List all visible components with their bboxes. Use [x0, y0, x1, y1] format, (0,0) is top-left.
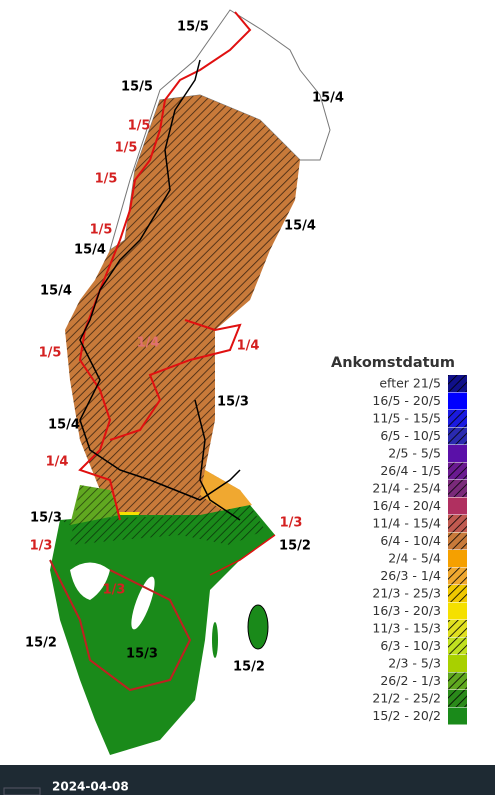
map-label: 1/5	[128, 119, 151, 134]
legend-swatch	[448, 655, 467, 672]
legend-hatch	[448, 462, 467, 480]
legend-swatch	[448, 445, 467, 462]
isoline-red-3	[49, 559, 192, 692]
map-label: 15/4	[312, 91, 344, 106]
legend-label: 16/4 - 20/4	[372, 498, 441, 513]
legend-hatch	[448, 427, 467, 445]
legend-label: 26/4 - 1/5	[380, 463, 441, 478]
legend-label: 21/4 - 25/4	[372, 481, 441, 496]
legend-hatch	[448, 532, 467, 550]
legend-label: 2/3 - 5/3	[388, 656, 441, 671]
legend-title: Ankomstdatum	[331, 355, 455, 371]
map-label: 1/5	[90, 223, 113, 238]
map-label: 1/5	[115, 141, 138, 156]
oland	[212, 622, 218, 658]
map-label: 15/2	[233, 660, 265, 675]
lake-vanern	[70, 562, 110, 600]
legend-label: 16/3 - 20/3	[372, 603, 441, 618]
legend-label: 26/2 - 1/3	[380, 673, 441, 688]
legend-label: 16/5 - 20/5	[372, 393, 441, 408]
legend-swatch	[448, 550, 467, 567]
gotland	[247, 604, 269, 650]
legend-hatch	[448, 480, 467, 497]
legend-swatch	[448, 602, 467, 620]
legend-hatch	[448, 672, 467, 690]
map-label: 1/3	[280, 516, 303, 531]
legend-label: 26/3 - 1/4	[380, 568, 441, 583]
map-label: 1/4	[237, 339, 260, 354]
footer-date: 2024-04-08	[52, 780, 129, 794]
map-labels: 15/5 15/5 15/4 1/5 1/5 1/5 15/4 1/5 15/4…	[25, 20, 344, 675]
map-label: 15/5	[121, 80, 153, 95]
legend-label: 6/5 - 10/5	[380, 428, 441, 443]
legend-swatch	[448, 707, 467, 725]
map-label: 1/4	[137, 336, 160, 351]
map-label: 15/4	[284, 219, 316, 234]
legend-label: 21/2 - 25/2	[372, 691, 441, 706]
brown-hatch	[65, 95, 300, 530]
map-label: 15/5	[177, 20, 209, 35]
legend-hatch	[448, 690, 467, 707]
legend-swatch	[448, 497, 467, 515]
map-label: 15/4	[74, 243, 106, 258]
map-label: 1/3	[30, 539, 53, 554]
legend-label: 6/4 - 10/4	[380, 533, 441, 548]
map-label: 15/2	[279, 539, 311, 554]
isoline-black	[79, 59, 241, 501]
legend-hatch	[448, 585, 467, 602]
map-label: 15/3	[30, 511, 62, 526]
legend-hatch	[448, 375, 467, 392]
green-hatch-overlay	[60, 485, 265, 545]
legend-hatch	[448, 567, 467, 585]
legend-label: 11/4 - 15/4	[372, 516, 441, 531]
legend-label: 2/4 - 5/4	[388, 551, 441, 566]
isoline-black-2	[194, 399, 241, 521]
legend-label: 21/3 - 25/3	[372, 586, 441, 601]
map-label: 1/3	[103, 583, 126, 598]
isoline-red-2	[109, 319, 242, 441]
legend-label: efter 21/5	[379, 376, 441, 391]
legend-hatch	[448, 637, 467, 655]
legend-label: 6/3 - 10/3	[380, 638, 441, 653]
legend-hatch	[448, 515, 467, 532]
map-label: 1/5	[95, 172, 118, 187]
footer-bar	[0, 765, 495, 795]
isoline-red-4	[209, 534, 276, 576]
legend: efter 21/5 16/5 - 20/5 11/5 - 15/5 6/5 - 10…	[372, 375, 467, 725]
map-label: 15/2	[25, 636, 57, 651]
legend-label: 11/3 - 15/3	[372, 621, 441, 636]
legend-label: 2/5 - 5/5	[388, 446, 441, 461]
map-label: 1/5	[39, 346, 62, 361]
legend-hatch	[448, 620, 467, 637]
map-label: 1/4	[46, 455, 69, 470]
legend-hatch	[448, 410, 467, 427]
legend-label: 15/2 - 20/2	[372, 708, 441, 723]
sweden-map	[49, 9, 331, 755]
map-label: 15/4	[40, 284, 72, 299]
map-label: 15/3	[217, 395, 249, 410]
map-label: 15/4	[48, 418, 80, 433]
footer-box	[3, 787, 41, 795]
map-label: 15/3	[126, 647, 158, 662]
legend-swatch	[448, 392, 467, 410]
legend-label: 11/5 - 15/5	[372, 411, 441, 426]
